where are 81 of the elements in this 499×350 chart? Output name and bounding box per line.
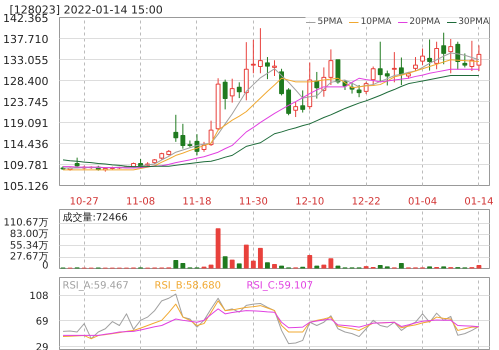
y-tick-label: 119.091: [3, 117, 49, 130]
candlestick: [427, 38, 432, 72]
candlestick: [469, 40, 474, 72]
candlestick: [279, 68, 284, 96]
candlestick: [222, 79, 228, 110]
series-label: RSI_B:58.680: [154, 280, 221, 292]
bar: [265, 262, 270, 268]
line-series: [62, 300, 480, 340]
bar: [314, 266, 320, 268]
candlestick: [293, 101, 298, 118]
bar: [328, 258, 334, 268]
x-tick-label: 01-04: [408, 196, 438, 208]
bar: [476, 265, 482, 268]
candlestick: [328, 48, 334, 86]
bar: [244, 244, 249, 268]
candlestick: [300, 90, 306, 114]
candlestick: [356, 84, 362, 98]
bar: [279, 266, 284, 268]
candlestick: [208, 120, 214, 146]
candlestick: [336, 59, 340, 84]
candlestick: [378, 41, 383, 83]
x-tick-label: 11-18: [182, 196, 212, 208]
y-tick-label: 123.745: [3, 96, 49, 109]
x-tick-label: 12-10: [295, 196, 324, 208]
y-tick-label: 83.00万: [10, 228, 49, 240]
bar: [307, 254, 312, 268]
x-tick-label: 10-27: [70, 196, 99, 208]
y-tick-label: 109.781: [3, 159, 49, 172]
x-tick-label: 11-08: [126, 196, 156, 208]
bar: [378, 265, 383, 268]
y-tick-label: 55.34万: [10, 240, 49, 252]
y-tick-label: 105.126: [3, 180, 49, 193]
bar: [258, 248, 263, 268]
candlestick: [258, 28, 263, 74]
bar: [336, 266, 340, 268]
x-tick-label: 11-30: [238, 196, 268, 208]
series-label: RSI_C:59.107: [246, 280, 314, 292]
candlestick: [180, 123, 186, 150]
legend-label: 5PMA: [317, 17, 343, 27]
candlestick: [420, 48, 425, 66]
candlestick: [236, 82, 242, 99]
y-tick-label: 0: [42, 260, 49, 272]
candlestick: [448, 38, 454, 74]
y-tick-label: 137.710: [3, 33, 49, 46]
y-tick-label: 133.055: [3, 54, 49, 67]
y-tick-label: 110.67万: [4, 218, 49, 229]
bar: [236, 263, 242, 268]
candlestick: [370, 66, 376, 86]
candlestick: [413, 56, 418, 72]
bar: [398, 263, 404, 268]
candlestick: [286, 88, 292, 116]
candlestick: [230, 78, 235, 104]
legend-label: 10PMA: [360, 17, 392, 27]
bar: [222, 256, 228, 268]
y-tick-label: 108: [29, 291, 49, 302]
chart-title: 成交量:72466: [62, 212, 128, 224]
candlestick: [441, 32, 446, 65]
line-series: [62, 308, 480, 336]
x-tick-label: 12-22: [352, 196, 381, 208]
candlestick: [462, 52, 468, 68]
bar: [272, 264, 277, 268]
bar: [216, 228, 221, 268]
bar: [173, 260, 178, 268]
candlestick: [272, 60, 277, 76]
bar: [180, 263, 186, 268]
candlestick: [173, 114, 178, 142]
legend-label: 30PMA: [458, 17, 489, 27]
candlestick: [265, 56, 270, 80]
text: RSI_A:59.467: [62, 280, 129, 292]
bar: [230, 260, 235, 268]
candlestick: [434, 41, 440, 70]
y-tick-label: 114.436: [3, 138, 49, 151]
bar: [250, 260, 256, 268]
bar: [321, 264, 326, 268]
y-tick-label: 128.400: [3, 75, 49, 88]
bar: [208, 264, 214, 268]
legend-label: 20PMA: [409, 17, 440, 27]
x-tick-label: 01-14: [464, 196, 494, 208]
candlestick: [384, 70, 390, 86]
line-series: [62, 294, 480, 344]
y-tick-label: 69: [36, 316, 49, 328]
